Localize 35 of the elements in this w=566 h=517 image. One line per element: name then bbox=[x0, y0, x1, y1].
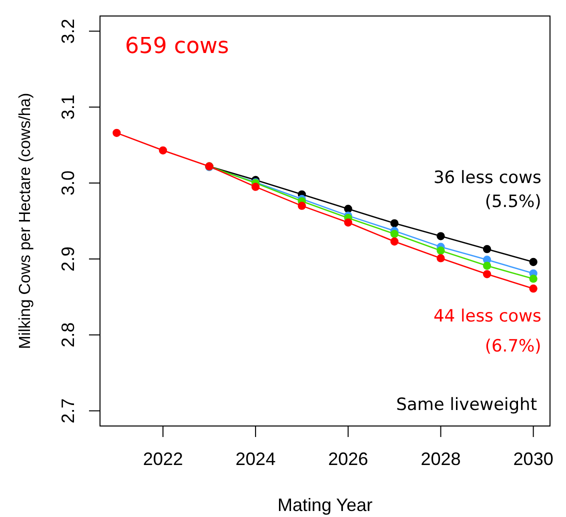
point bbox=[390, 237, 399, 246]
point bbox=[390, 230, 399, 238]
point bbox=[298, 202, 306, 210]
x-tick-label: 2026 bbox=[328, 449, 368, 469]
point bbox=[529, 284, 538, 293]
y-tick-label: 3.1 bbox=[58, 94, 78, 120]
point bbox=[482, 262, 492, 270]
x-axis-title: Mating Year bbox=[277, 495, 373, 515]
y-tick-label: 3.0 bbox=[58, 170, 78, 196]
y-axis-title: Milking Cows per Hectare (cows/ha) bbox=[17, 92, 34, 350]
x-tick-label: 2022 bbox=[142, 449, 183, 469]
y-tick-label: 2.9 bbox=[58, 246, 78, 272]
point bbox=[529, 258, 538, 266]
x-tick-label: 2024 bbox=[236, 449, 276, 469]
point bbox=[436, 254, 445, 262]
x-tick-label: 2028 bbox=[420, 449, 461, 469]
point bbox=[390, 219, 399, 228]
point bbox=[529, 274, 538, 283]
annotation: 44 less cows (6.7%) bbox=[433, 306, 542, 357]
y-tick-label: 2.7 bbox=[58, 398, 78, 424]
y-tick-label: 3.2 bbox=[58, 18, 78, 44]
point bbox=[112, 128, 121, 137]
point bbox=[436, 232, 445, 240]
point bbox=[344, 204, 352, 213]
annotation: 659 cows bbox=[125, 34, 229, 59]
point bbox=[482, 245, 492, 254]
point bbox=[158, 146, 168, 154]
annotation: Same liveweight bbox=[396, 395, 538, 415]
y-tick-label: 2.8 bbox=[58, 322, 78, 348]
point bbox=[482, 270, 492, 278]
point bbox=[251, 182, 260, 191]
point bbox=[344, 218, 352, 227]
x-tick-label: 2030 bbox=[513, 449, 554, 469]
annotation: 36 less cows (5.5%) bbox=[433, 168, 542, 212]
point bbox=[436, 246, 445, 255]
